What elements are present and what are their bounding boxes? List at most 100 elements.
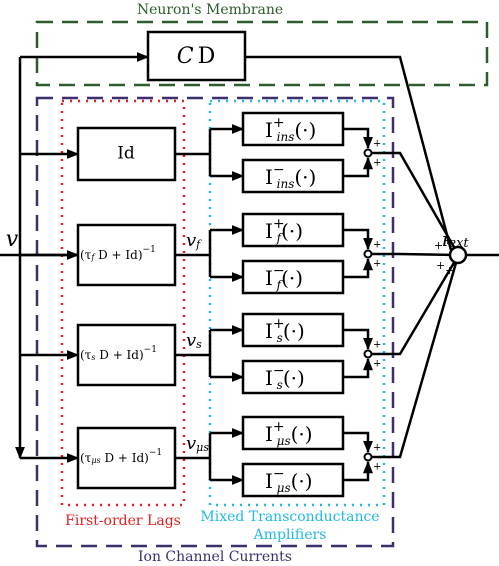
text: (·) [283, 366, 305, 390]
membrane-box [35, 20, 489, 87]
text: (τ [80, 348, 92, 362]
connector [175, 129, 212, 176]
junction-output [372, 151, 456, 249]
text: f [276, 231, 284, 245]
sum-junction [363, 349, 373, 359]
lag-label: (τf D + Id)−1 [80, 245, 156, 263]
amp-label: I+ s(·) [265, 316, 305, 345]
text: μs [91, 456, 100, 465]
input-label: v [6, 227, 19, 252]
arrow [343, 228, 373, 251]
cd-output [245, 55, 453, 251]
sum-junction [363, 249, 373, 259]
amp-label: I− s(·) [265, 363, 305, 392]
signal-label: vμs [186, 433, 209, 454]
lag-block [76, 323, 177, 387]
text: − [273, 162, 285, 178]
text: (·) [291, 469, 313, 493]
text: v [186, 330, 196, 351]
amp-label: I− μs(·) [265, 466, 313, 495]
text: s [277, 378, 283, 392]
amp-block [241, 158, 345, 194]
text: −1 [144, 345, 157, 355]
lag-label: (τμs D + Id)−1 [80, 448, 162, 466]
text: (·) [281, 219, 303, 243]
text: −1 [149, 448, 162, 458]
text: ins [277, 130, 295, 144]
arrow [343, 431, 373, 454]
sign: + [373, 443, 381, 454]
amp-block [241, 312, 345, 348]
text: + [273, 316, 285, 332]
sign: + [373, 158, 381, 169]
text: (·) [283, 319, 305, 343]
lag-block [76, 126, 177, 182]
text: (·) [291, 422, 313, 446]
amp-label: I− ins(·) [265, 162, 316, 191]
sign: + [373, 359, 381, 370]
text: −1 [143, 245, 156, 255]
text: s [277, 331, 283, 345]
text: − [273, 363, 285, 379]
channels-box [35, 96, 395, 548]
sign: + [373, 139, 381, 150]
signal-label: vf [186, 230, 202, 251]
lag-label: Id [117, 144, 135, 164]
connector [175, 330, 212, 377]
channels-title: Ion Channel Currents [138, 549, 292, 565]
sum-junction [363, 452, 373, 462]
text: I [265, 469, 273, 493]
sign: + [443, 234, 452, 247]
text: I [265, 165, 273, 189]
text: v [186, 433, 196, 454]
junction-output [372, 261, 456, 356]
sign: + [373, 240, 381, 251]
sign: + [436, 259, 445, 272]
lags-box [60, 99, 186, 507]
text: (·) [294, 165, 316, 189]
text: f [90, 253, 96, 262]
amp-label: I+ μs(·) [265, 419, 313, 448]
arrow [343, 460, 373, 482]
arrow [343, 357, 373, 379]
amplifiers-title: Mixed Transconductance [200, 509, 379, 525]
sign: + [434, 239, 443, 252]
connector [175, 433, 212, 480]
amp-block [241, 359, 345, 395]
text: (·) [294, 118, 316, 142]
lags-title: First-order Lags [65, 513, 181, 529]
amp-label: I+ ins(·) [265, 115, 316, 144]
arrow [343, 257, 373, 279]
amp-block [241, 212, 345, 248]
text: − [273, 466, 285, 482]
text: ins [277, 177, 295, 191]
sign: + [373, 259, 381, 270]
text: − [273, 263, 285, 279]
text: + [273, 115, 285, 131]
text: D + Id) [94, 248, 142, 262]
connector [175, 230, 212, 277]
text: (τ [80, 451, 92, 465]
text: D + Id) [101, 451, 149, 465]
amp-label: I+ f(·) [265, 216, 303, 245]
text: f [276, 278, 284, 292]
lag-block [76, 426, 177, 490]
text: I [265, 118, 273, 142]
text: + [273, 419, 285, 435]
text: (·) [281, 266, 303, 290]
input-bus [0, 57, 78, 458]
text: s [196, 338, 202, 351]
sign: + [373, 340, 381, 351]
sign: + [373, 462, 381, 473]
text: μs [277, 481, 291, 495]
text: I [265, 266, 273, 290]
junction-output [372, 252, 451, 257]
text: f [195, 238, 202, 251]
arrow [343, 156, 373, 178]
junction-output [372, 262, 458, 459]
amp-label: I− f(·) [265, 263, 303, 292]
lag-label: (τs D + Id)−1 [80, 345, 157, 363]
text: D + Id) [95, 348, 143, 362]
